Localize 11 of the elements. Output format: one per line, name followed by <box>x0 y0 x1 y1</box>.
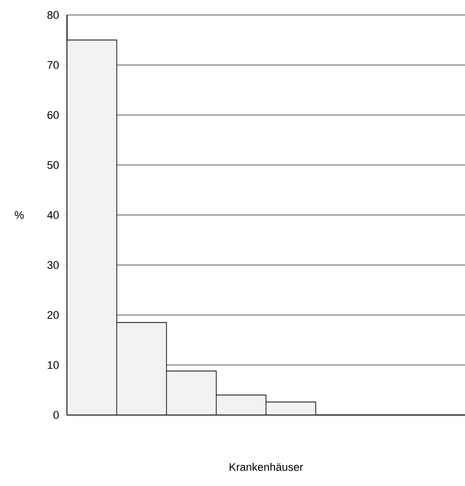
y-tick-label: 0 <box>53 411 59 419</box>
y-tick-label: 80 <box>47 11 59 19</box>
y-tick-label: 40 <box>47 211 59 219</box>
y-tick-label: 30 <box>47 261 59 269</box>
y-tick-label: 70 <box>48 61 59 69</box>
y-tick-label: 20 <box>48 311 59 319</box>
y-tick-label: 50 <box>47 161 59 169</box>
y-axis-title: % <box>14 211 24 219</box>
y-tick-label: 60 <box>48 111 59 119</box>
y-tick-label: 10 <box>48 361 59 369</box>
x-axis-title: Krankenhäuser <box>230 462 303 471</box>
